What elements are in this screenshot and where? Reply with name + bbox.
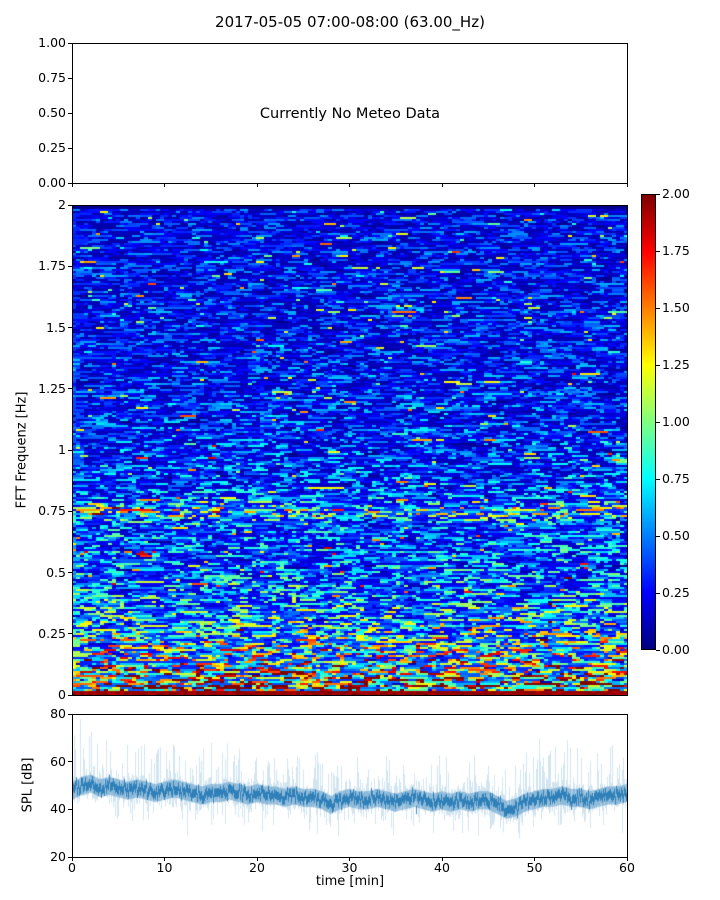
spec-y-tick-mark — [68, 388, 72, 390]
colorbar-tick-mark — [656, 592, 660, 594]
meteo-x-tick-mark — [441, 183, 443, 187]
meteo-x-tick-mark — [349, 183, 350, 187]
meteo-y-tick-mark — [68, 182, 72, 184]
colorbar-tick-label: 1.00 — [662, 413, 690, 429]
spl-x-tick-label: 60 — [619, 860, 635, 875]
colorbar-tick-label: 0.25 — [662, 584, 690, 600]
spl-y-tick-mark — [68, 761, 72, 763]
spl-x-tick-mark — [71, 857, 73, 861]
spl-x-tick-label: 20 — [249, 860, 265, 875]
colorbar-tick-mark — [656, 478, 660, 480]
colorbar-tick-mark — [656, 307, 660, 309]
spec-y-tick-mark — [68, 633, 72, 635]
spec-y-tick-label: 0.5 — [46, 564, 66, 580]
spl-y-tick-mark — [68, 713, 72, 715]
spl-x-tick-label: 50 — [526, 860, 543, 875]
colorbar-tick-label: 0.50 — [662, 527, 690, 543]
spl-x-tick-mark — [256, 857, 258, 861]
colorbar-tick-label: 1.75 — [662, 242, 690, 258]
spec-y-tick-label: 2 — [58, 196, 66, 212]
spl-x-tick-mark — [164, 857, 165, 861]
spec-y-tick-label: 0.25 — [38, 625, 66, 641]
spec-y-tick-label: 1.5 — [46, 319, 66, 335]
spl-canvas — [72, 714, 627, 857]
spl-x-tick-label: 30 — [341, 860, 358, 875]
colorbar-tick-label: 2.00 — [662, 185, 690, 201]
spl-x-tick-mark — [534, 857, 535, 861]
meteo-y-tick-label: 0.00 — [38, 174, 66, 190]
colorbar-tick-mark — [656, 535, 660, 537]
spl-y-tick-label: 80 — [50, 705, 66, 721]
spec-y-tick-mark — [68, 327, 72, 328]
spl-x-tick-label: 10 — [156, 860, 173, 875]
colorbar-tick-mark — [656, 649, 660, 651]
spec-y-tick-label: 1.25 — [38, 380, 66, 396]
spec-y-tick-mark — [68, 204, 72, 206]
spec-y-tick-label: 0.75 — [38, 503, 66, 518]
spl-x-tick-mark — [626, 857, 628, 861]
spec-y-tick-mark — [68, 510, 72, 512]
meteo-x-tick-mark — [534, 183, 535, 187]
meteo-x-tick-mark — [626, 183, 628, 187]
colorbar-tick-label: 0.00 — [662, 641, 690, 657]
spec-y-tick-mark — [68, 694, 72, 696]
spl-y-tick-label: 40 — [50, 801, 66, 817]
meteo-y-tick-mark — [68, 42, 72, 44]
spec-y-tick-mark — [68, 572, 72, 573]
meteo-x-tick-mark — [164, 183, 165, 187]
spec-y-tick-label: 0 — [58, 686, 66, 702]
spec-y-tick-label: 1 — [58, 441, 66, 457]
spl-y-tick-label: 20 — [50, 848, 66, 864]
meteo-y-tick-mark — [68, 147, 72, 149]
colorbar-tick-mark — [656, 193, 660, 195]
spec-y-tick-label: 1.75 — [38, 258, 66, 273]
figure-title: 2017-05-05 07:00-08:00 (63.00_Hz) — [215, 13, 485, 31]
colorbar-tick-mark — [656, 250, 660, 252]
spl-y-tick-mark — [68, 808, 72, 810]
meteo-y-tick-label: 1.00 — [38, 34, 66, 50]
colorbar — [641, 194, 656, 650]
spectrogram-canvas — [72, 205, 627, 695]
meteo-y-tick-label: 0.25 — [38, 139, 66, 155]
meteo-y-tick-mark — [68, 77, 72, 79]
colorbar-tick-mark — [656, 364, 660, 366]
meteo-y-tick-label: 0.50 — [38, 104, 66, 120]
spl-x-tick-mark — [349, 857, 350, 861]
meteo-y-tick-mark — [68, 112, 72, 114]
colorbar-tick-label: 0.75 — [662, 470, 690, 486]
meteo-message: Currently No Meteo Data — [259, 105, 441, 122]
spl-y-tick-mark — [68, 856, 72, 858]
colorbar-tick-mark — [656, 421, 660, 423]
meteo-y-tick-label: 0.75 — [38, 69, 66, 85]
colorbar-tick-label: 1.50 — [662, 299, 690, 315]
spec-y-tick-mark — [68, 265, 72, 267]
spl-xlabel: time [min] — [315, 874, 385, 889]
spec-y-tick-mark — [68, 449, 72, 451]
spl-x-tick-label: 40 — [434, 860, 450, 875]
spl-y-tick-label: 60 — [50, 753, 66, 769]
spl-x-tick-label: 0 — [68, 860, 76, 875]
spl-x-tick-mark — [441, 857, 443, 861]
meteo-x-tick-mark — [71, 183, 73, 187]
meteo-x-tick-mark — [256, 183, 258, 187]
colorbar-tick-label: 1.25 — [662, 356, 690, 372]
